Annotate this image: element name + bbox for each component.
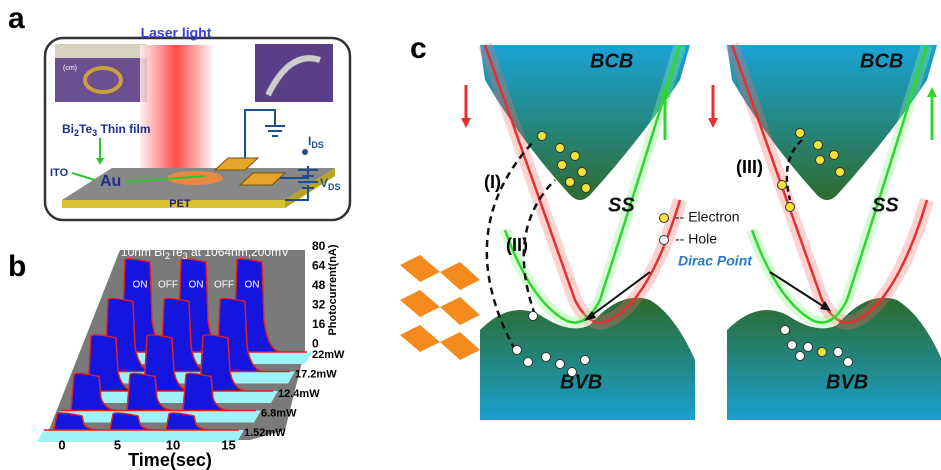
- ruler-unit: (cm): [63, 65, 77, 72]
- band-diagram: [727, 45, 941, 420]
- text-part: at 1064nm,200mV: [188, 245, 289, 259]
- arrowhead: [927, 87, 937, 97]
- panel-label: c: [410, 32, 427, 65]
- band-label: SS: [872, 194, 899, 216]
- state-label: ON: [245, 280, 260, 291]
- floor-strip: [54, 411, 261, 423]
- z-tick-label: 32: [312, 298, 326, 312]
- z-axis-label: Photocurrent(nA): [327, 244, 339, 335]
- pet-label: PET: [169, 198, 191, 210]
- laser-label: Laser light: [141, 25, 212, 41]
- power-label: 6.8mW: [261, 407, 297, 419]
- au-label: Au: [100, 173, 121, 190]
- band-label: BCB: [590, 50, 633, 72]
- text-part: Thin film: [97, 122, 150, 136]
- figure: a (cm) Laser light PET IDS VDS Bi2Te3 Th…: [0, 0, 941, 470]
- z-tick-label: 0: [312, 337, 319, 351]
- state-label: OFF: [158, 280, 178, 291]
- laser-beam: [140, 45, 212, 175]
- plot-title: 10nm Bi2Te3 at 1064nm,200mV: [121, 245, 289, 261]
- band-label: BVB: [560, 371, 602, 393]
- meter: [302, 149, 308, 155]
- state-label: ON: [189, 280, 204, 291]
- x-tick-label: 15: [221, 437, 235, 452]
- x-tick-label: 0: [58, 437, 65, 452]
- z-tick-label: 64: [312, 259, 326, 273]
- power-label: 1.52mW: [244, 427, 286, 439]
- dirac-label: Dirac Point: [678, 253, 753, 269]
- z-tick-label: 16: [312, 317, 326, 331]
- band-label: BVB: [826, 371, 868, 393]
- power-label: 12.4mW: [278, 388, 320, 400]
- subscript: DS: [328, 182, 341, 192]
- z-tick-label: 48: [312, 278, 326, 292]
- photon-wave: [400, 255, 480, 360]
- x-axis-label: Time(sec): [128, 450, 212, 470]
- power-label: 22mW: [312, 349, 345, 361]
- panel-label: a: [8, 2, 25, 35]
- legend-hole: -- Hole: [675, 231, 717, 247]
- path-label: (I): [484, 172, 501, 192]
- arrowhead: [708, 118, 718, 128]
- subscript: DS: [311, 140, 324, 150]
- text-part: 10nm Bi: [121, 245, 165, 259]
- ruler: [55, 44, 147, 58]
- arrowhead: [461, 118, 471, 128]
- text-part: Te: [79, 122, 92, 136]
- text-part: Te: [170, 245, 183, 259]
- text-part: V: [320, 176, 328, 190]
- band-label: BCB: [860, 50, 903, 72]
- panel-label: b: [8, 250, 26, 283]
- z-tick-label: 80: [312, 239, 326, 253]
- path-label: (III): [736, 157, 763, 177]
- power-label: 17.2mW: [295, 368, 337, 380]
- text-part: Bi: [62, 122, 74, 136]
- band-label: SS: [608, 194, 635, 216]
- x-tick-label: 5: [114, 437, 121, 452]
- floor-strip: [37, 430, 244, 442]
- ito-label: ITO: [50, 167, 69, 179]
- state-label: OFF: [214, 280, 234, 291]
- state-label: ON: [133, 280, 148, 291]
- legend-electron: -- Electron: [675, 209, 740, 225]
